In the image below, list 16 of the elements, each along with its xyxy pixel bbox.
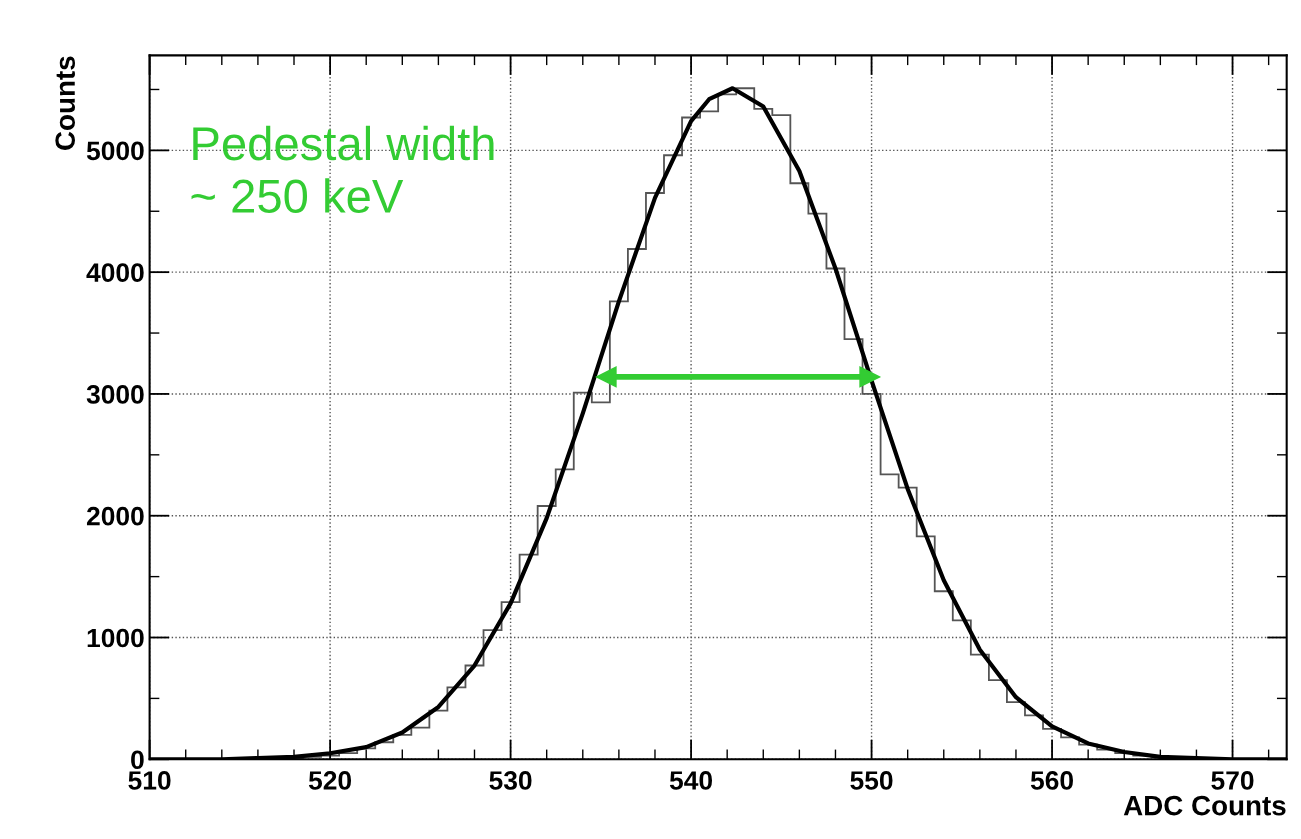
y-tick-label: 4000	[86, 263, 144, 282]
x-tick-label: 560	[1030, 771, 1073, 790]
y-axis-title: Counts	[55, 56, 76, 150]
y-tick-label: 1000	[87, 628, 144, 648]
x-axis-title: ADC Counts	[1123, 795, 1286, 816]
y-tick-label: 5000	[86, 141, 144, 161]
annotation: Pedestal width ~ 250 keV	[191, 125, 494, 214]
y-tick-label: 3000	[86, 385, 144, 404]
x-tick-label: 530	[489, 771, 532, 790]
x-tick-label: 520	[308, 771, 352, 790]
x-tick-label: 550	[850, 771, 893, 790]
x-tick-label: 510	[128, 771, 171, 790]
y-tick-label: 2000	[86, 506, 144, 526]
x-tick-label: 540	[669, 771, 713, 790]
x-tick-label: 570	[1211, 771, 1254, 790]
y-tick-label: 0	[131, 750, 144, 770]
